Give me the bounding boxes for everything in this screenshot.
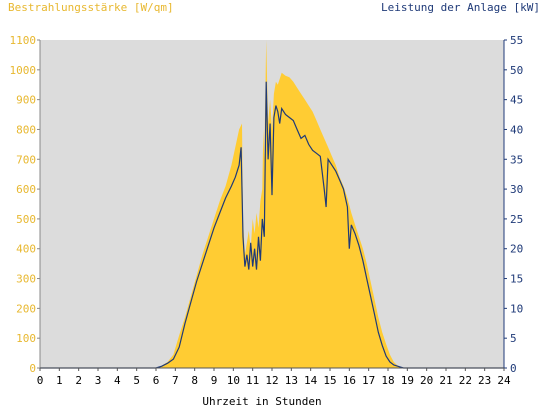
irradiance-layer [40, 40, 504, 368]
x-tick-label: 3 [95, 374, 102, 387]
x-tick-label: 7 [172, 374, 179, 387]
left-tick-label: 1100 [10, 34, 37, 47]
x-tick-label: 22 [459, 374, 472, 387]
left-tick-label: 800 [16, 123, 36, 136]
x-tick-label: 1 [56, 374, 63, 387]
x-tick-label: 11 [246, 374, 259, 387]
right-tick-label: 0 [510, 362, 517, 375]
left-tick-label: 0 [29, 362, 36, 375]
left-tick-label: 400 [16, 243, 36, 256]
x-tick-label: 10 [227, 374, 240, 387]
x-tick-label: 14 [304, 374, 318, 387]
x-tick-label: 17 [362, 374, 375, 387]
left-tick-label: 300 [16, 273, 36, 286]
x-tick-label: 5 [133, 374, 140, 387]
left-tick-label: 900 [16, 94, 36, 107]
left-tick-label: 200 [16, 302, 36, 315]
x-tick-label: 21 [439, 374, 452, 387]
left-tick-label: 1000 [10, 64, 37, 77]
tick-labels: 0100200300400500600700800900100011000510… [10, 34, 524, 387]
right-tick-label: 50 [510, 64, 523, 77]
right-tick-label: 10 [510, 302, 523, 315]
left-tick-label: 100 [16, 332, 36, 345]
x-axis-label: Uhrzeit in Stunden [202, 395, 321, 408]
right-axis-title: Leistung der Anlage [kW] [381, 1, 540, 14]
right-tick-label: 35 [510, 153, 523, 166]
x-tick-label: 6 [153, 374, 160, 387]
power-line [40, 81, 504, 369]
x-tick-label: 12 [265, 374, 278, 387]
x-tick-label: 15 [323, 374, 336, 387]
right-tick-label: 30 [510, 183, 523, 196]
right-tick-label: 25 [510, 213, 523, 226]
right-tick-label: 20 [510, 243, 523, 256]
power-layer [40, 81, 504, 369]
x-tick-label: 18 [381, 374, 394, 387]
left-axis-title: Bestrahlungsstärke [W/qm] [8, 1, 174, 14]
left-tick-label: 700 [16, 153, 36, 166]
x-tick-label: 9 [211, 374, 218, 387]
irradiance-area [40, 40, 504, 368]
right-tick-label: 15 [510, 273, 523, 286]
left-tick-label: 600 [16, 183, 36, 196]
axes [37, 39, 507, 371]
x-tick-label: 13 [285, 374, 298, 387]
x-tick-label: 8 [191, 374, 198, 387]
x-tick-label: 24 [497, 374, 511, 387]
x-tick-label: 4 [114, 374, 121, 387]
right-tick-label: 5 [510, 332, 517, 345]
right-tick-label: 45 [510, 94, 523, 107]
left-tick-label: 500 [16, 213, 36, 226]
x-tick-label: 0 [37, 374, 44, 387]
x-tick-label: 19 [401, 374, 414, 387]
x-tick-label: 23 [478, 374, 491, 387]
x-tick-label: 2 [75, 374, 82, 387]
right-tick-label: 55 [510, 34, 523, 47]
right-tick-label: 40 [510, 123, 523, 136]
x-tick-label: 20 [420, 374, 433, 387]
x-tick-label: 16 [343, 374, 356, 387]
